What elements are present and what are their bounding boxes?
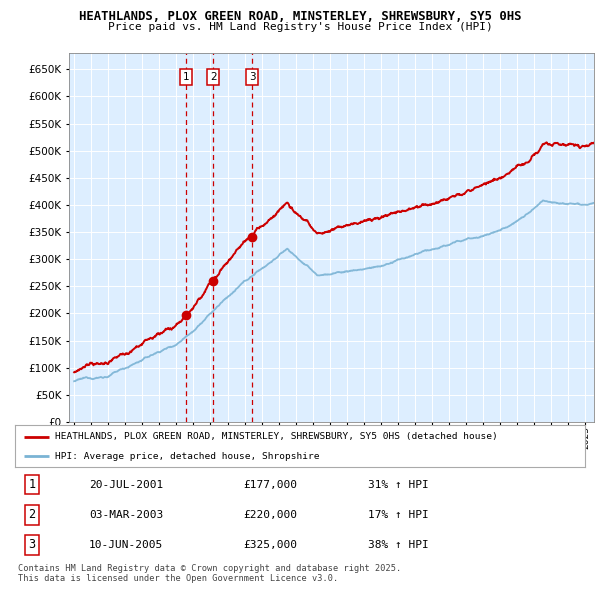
Text: 17% ↑ HPI: 17% ↑ HPI [368, 510, 429, 520]
Text: Price paid vs. HM Land Registry's House Price Index (HPI): Price paid vs. HM Land Registry's House … [107, 22, 493, 32]
Text: 38% ↑ HPI: 38% ↑ HPI [368, 540, 429, 550]
Text: £325,000: £325,000 [243, 540, 297, 550]
Text: Contains HM Land Registry data © Crown copyright and database right 2025.
This d: Contains HM Land Registry data © Crown c… [18, 564, 401, 584]
Text: 3: 3 [29, 539, 35, 552]
Text: 2: 2 [210, 72, 217, 82]
Text: 20-JUL-2001: 20-JUL-2001 [89, 480, 163, 490]
Text: HEATHLANDS, PLOX GREEN ROAD, MINSTERLEY, SHREWSBURY, SY5 0HS (detached house): HEATHLANDS, PLOX GREEN ROAD, MINSTERLEY,… [55, 432, 497, 441]
Text: HPI: Average price, detached house, Shropshire: HPI: Average price, detached house, Shro… [55, 452, 319, 461]
Text: 1: 1 [182, 72, 189, 82]
Text: 31% ↑ HPI: 31% ↑ HPI [368, 480, 429, 490]
Text: 03-MAR-2003: 03-MAR-2003 [89, 510, 163, 520]
Text: £177,000: £177,000 [243, 480, 297, 490]
Text: 1: 1 [29, 478, 35, 491]
Text: 3: 3 [249, 72, 256, 82]
Text: 10-JUN-2005: 10-JUN-2005 [89, 540, 163, 550]
Text: £220,000: £220,000 [243, 510, 297, 520]
Text: HEATHLANDS, PLOX GREEN ROAD, MINSTERLEY, SHREWSBURY, SY5 0HS: HEATHLANDS, PLOX GREEN ROAD, MINSTERLEY,… [79, 10, 521, 23]
Text: 2: 2 [29, 508, 35, 522]
